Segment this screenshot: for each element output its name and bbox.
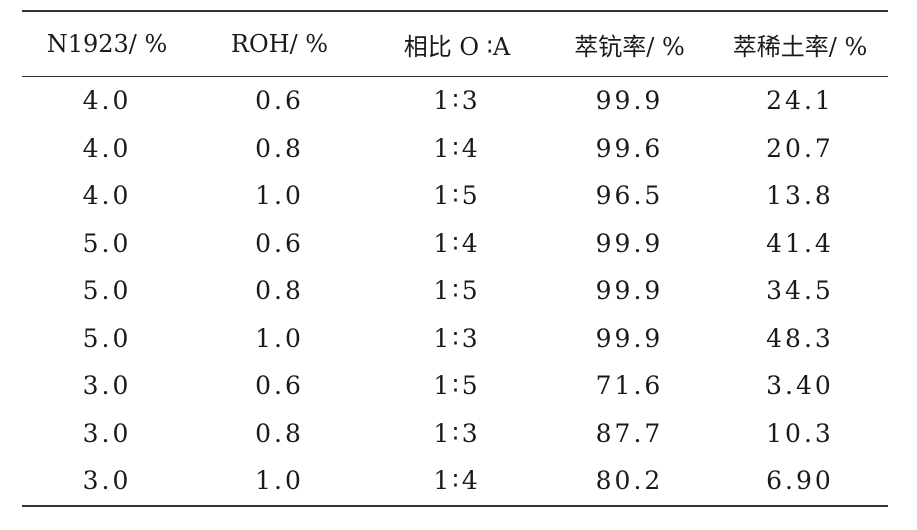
header-n1923-concentration: N1923/ % <box>46 30 168 58</box>
cell-n1923: 5.0 <box>82 228 132 258</box>
cell-phase-ratio: 1∶4 <box>433 466 481 496</box>
cell-roh: 0.8 <box>255 276 304 306</box>
cell-rare-earth-rate: 10.3 <box>766 418 834 448</box>
table-row: 5.0 1.0 1∶3 99.9 48.3 <box>22 315 888 363</box>
cell-rare-earth-rate: 13.8 <box>766 181 834 211</box>
cell-phase-ratio: 1∶3 <box>433 418 481 448</box>
header-rare-earth-extraction-rate: 萃稀土率/ % <box>732 32 868 61</box>
cell-scandium-rate: 80.2 <box>595 466 664 496</box>
cell-scandium-rate: 87.7 <box>595 418 664 448</box>
cell-rare-earth-rate: 20.7 <box>766 133 834 163</box>
cell-rare-earth-rate: 24.1 <box>766 86 834 116</box>
cell-n1923: 3.0 <box>82 466 132 496</box>
cell-n1923: 3.0 <box>82 371 132 401</box>
header-phase-ratio: 相比 O ∶A <box>403 32 511 61</box>
cell-n1923: 3.0 <box>82 418 132 448</box>
cell-rare-earth-rate: 3.40 <box>766 371 834 401</box>
cell-scandium-rate: 99.9 <box>595 276 664 306</box>
cell-n1923: 4.0 <box>82 133 132 163</box>
cell-roh: 0.8 <box>255 133 304 163</box>
cell-rare-earth-rate: 6.90 <box>766 466 834 496</box>
table-row: 5.0 0.8 1∶5 99.9 34.5 <box>22 267 888 315</box>
table-row: 5.0 0.6 1∶4 99.9 41.4 <box>22 220 888 268</box>
cell-scandium-rate: 99.6 <box>595 133 664 163</box>
table-row: 3.0 1.0 1∶4 80.2 6.90 <box>22 457 888 506</box>
table-body: 4.0 0.6 1∶3 99.9 24.1 4.0 0.8 1∶4 99.6 20.7 4.0 1.0… <box>22 77 888 506</box>
cell-roh: 0.6 <box>255 228 304 258</box>
cell-scandium-rate: 99.9 <box>595 228 664 258</box>
cell-scandium-rate: 99.9 <box>595 86 664 116</box>
table-row: 4.0 0.8 1∶4 99.6 20.7 <box>22 125 888 173</box>
cell-roh: 1.0 <box>255 466 304 496</box>
cell-roh: 0.8 <box>255 418 304 448</box>
table-row: 4.0 1.0 1∶5 96.5 13.8 <box>22 172 888 220</box>
cell-phase-ratio: 1∶5 <box>433 276 481 306</box>
cell-scandium-rate: 96.5 <box>595 181 664 211</box>
header-roh-concentration: ROH/ % <box>230 30 329 58</box>
cell-phase-ratio: 1∶3 <box>433 323 481 353</box>
cell-n1923: 4.0 <box>82 86 132 116</box>
table-row: 4.0 0.6 1∶3 99.9 24.1 <box>22 77 888 125</box>
header-row: N1923/ % ROH/ % 相比 O ∶A 萃钪率/ % 萃稀土率/ % <box>22 11 888 77</box>
extraction-results-table: N1923/ % ROH/ % 相比 O ∶A 萃钪率/ % 萃稀土率/ % 4… <box>22 10 888 507</box>
cell-roh: 1.0 <box>255 181 304 211</box>
cell-rare-earth-rate: 41.4 <box>766 228 834 258</box>
cell-n1923: 5.0 <box>82 323 132 353</box>
cell-n1923: 5.0 <box>82 276 132 306</box>
cell-roh: 0.6 <box>255 371 304 401</box>
cell-scandium-rate: 99.9 <box>595 323 664 353</box>
cell-n1923: 4.0 <box>82 181 132 211</box>
cell-phase-ratio: 1∶5 <box>433 371 481 401</box>
cell-rare-earth-rate: 34.5 <box>766 276 834 306</box>
cell-scandium-rate: 71.6 <box>595 371 664 401</box>
extraction-table-container: N1923/ % ROH/ % 相比 O ∶A 萃钪率/ % 萃稀土率/ % 4… <box>22 10 888 507</box>
cell-phase-ratio: 1∶5 <box>433 181 481 211</box>
cell-roh: 0.6 <box>255 86 304 116</box>
cell-phase-ratio: 1∶3 <box>433 86 481 116</box>
cell-phase-ratio: 1∶4 <box>433 228 481 258</box>
cell-rare-earth-rate: 48.3 <box>766 323 834 353</box>
cell-phase-ratio: 1∶4 <box>433 133 481 163</box>
table-row: 3.0 0.8 1∶3 87.7 10.3 <box>22 410 888 458</box>
table-header: N1923/ % ROH/ % 相比 O ∶A 萃钪率/ % 萃稀土率/ % <box>22 11 888 77</box>
cell-roh: 1.0 <box>255 323 304 353</box>
header-scandium-extraction-rate: 萃钪率/ % <box>574 32 685 61</box>
table-row: 3.0 0.6 1∶5 71.6 3.40 <box>22 362 888 410</box>
